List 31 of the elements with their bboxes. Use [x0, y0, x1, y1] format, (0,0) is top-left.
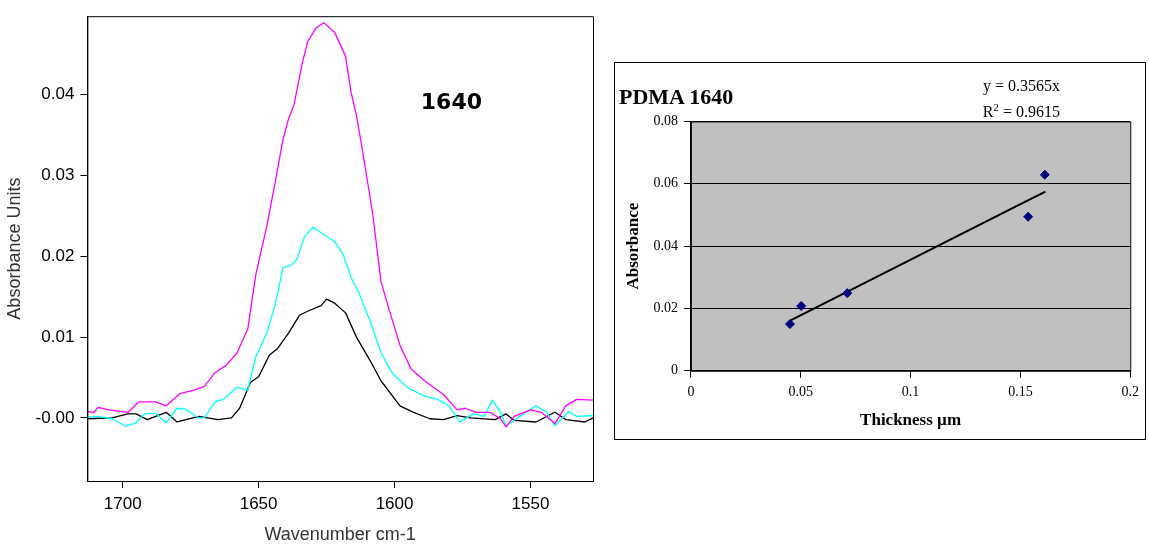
annotation: 1640 [420, 89, 483, 115]
point [1039, 169, 1050, 180]
y-tick-label: 0.02 [653, 300, 678, 316]
y-tick-label: 0.02 [41, 245, 75, 265]
text: y = 0.3565x [982, 77, 1060, 95]
chart-title: PDMA 1640 [619, 83, 734, 109]
point [796, 300, 807, 311]
x-tick-label: 0.2 [1121, 383, 1139, 399]
x-tick-label: 1600 [375, 493, 414, 513]
x-axis-title: Thickness µm [860, 410, 962, 430]
y-tick-label: 0.08 [653, 113, 678, 129]
y-tick-label: 0.04 [653, 237, 678, 253]
x-tick-label: 1700 [103, 493, 142, 513]
y-tick-label: 0.06 [653, 175, 678, 191]
point [784, 319, 795, 330]
y-tick-label: 0.01 [41, 326, 75, 346]
x-tick-label: 1650 [239, 493, 278, 513]
x-tick-label: 0 [687, 383, 695, 399]
y-tick-label: 0 [670, 362, 678, 378]
point [1023, 211, 1034, 222]
y-tick-label: 0.04 [41, 84, 75, 104]
x-tick-label: 0.05 [788, 383, 813, 399]
x-tick-label: 1550 [511, 493, 550, 513]
y-axis-title: Absorbance Units [3, 177, 24, 320]
x-tick-label: 0.1 [901, 383, 920, 399]
x-axis-title: Wavenumber cm-1 [264, 524, 416, 545]
y-tick-label: 0.03 [41, 165, 75, 185]
y-tick-label: -0.00 [35, 407, 75, 427]
x-tick-label: 0.15 [1008, 383, 1033, 399]
y-axis-title: Absorbance [622, 202, 642, 290]
point [842, 288, 853, 299]
